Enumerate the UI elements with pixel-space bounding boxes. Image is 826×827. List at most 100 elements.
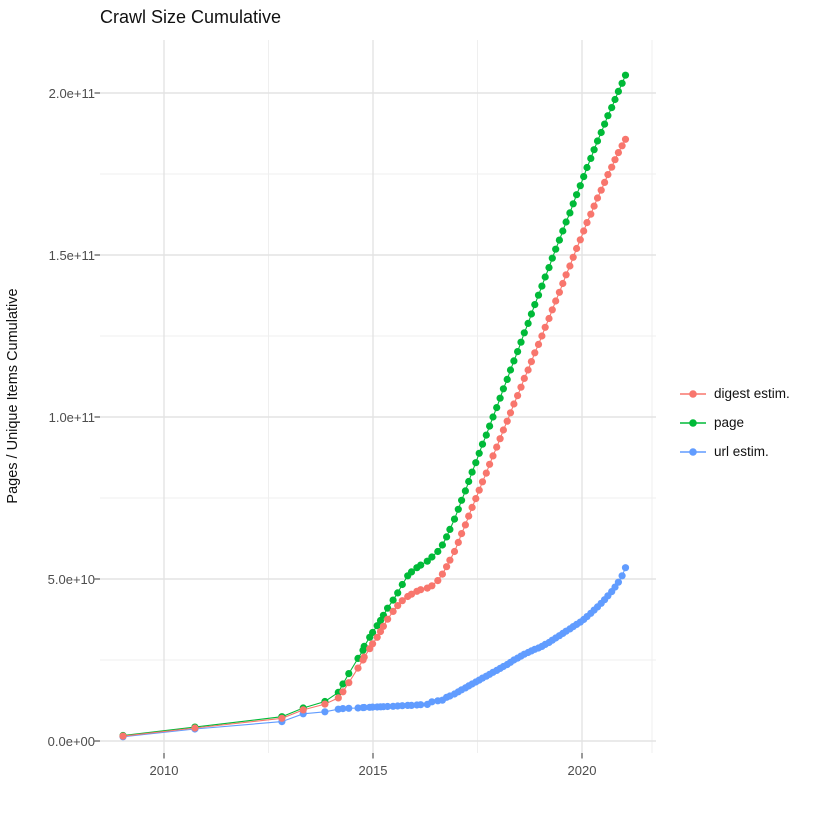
legend: digest estim. page url estim. <box>679 379 790 466</box>
data-point-digest-estim- <box>438 570 446 578</box>
data-point-page <box>461 487 469 495</box>
data-point-digest-estim- <box>541 323 549 331</box>
data-point-page <box>499 385 507 393</box>
data-point-digest-estim- <box>299 706 307 714</box>
data-point-digest-estim- <box>618 142 626 150</box>
data-point-digest-estim- <box>443 563 451 571</box>
data-point-page <box>552 245 560 253</box>
data-point-digest-estim- <box>593 194 602 202</box>
data-point-page <box>369 628 377 637</box>
data-point-digest-estim- <box>614 149 623 157</box>
data-point-page <box>458 496 466 504</box>
data-point-page <box>468 468 476 476</box>
data-point-url-estim- <box>321 708 329 716</box>
data-point-digest-estim- <box>119 732 127 740</box>
data-point-digest-estim- <box>510 400 518 408</box>
data-point-digest-estim- <box>486 460 494 468</box>
data-point-digest-estim- <box>454 538 462 547</box>
data-point-page <box>559 227 567 235</box>
data-point-page <box>434 547 442 556</box>
data-point-page <box>360 642 368 651</box>
data-point-digest-estim- <box>597 186 605 194</box>
data-point-digest-estim- <box>321 700 329 708</box>
data-point-page <box>573 191 581 199</box>
data-point-digest-estim- <box>601 178 609 186</box>
data-point-page <box>465 477 473 486</box>
data-point-page <box>562 218 570 226</box>
legend-key-dot <box>689 447 697 456</box>
data-point-page <box>428 553 436 561</box>
data-point-digest-estim- <box>583 219 591 227</box>
data-point-url-estim- <box>428 698 436 706</box>
data-point-page <box>475 449 483 457</box>
data-point-page <box>417 561 425 569</box>
data-point-digest-estim- <box>428 582 436 590</box>
data-point-digest-estim- <box>608 163 616 171</box>
y-tick-label: 5.0e+10 <box>47 572 95 587</box>
data-point-url-estim- <box>417 701 425 709</box>
data-point-page <box>398 580 406 589</box>
legend-key-icon <box>680 418 706 427</box>
data-point-page <box>443 533 451 541</box>
data-point-page <box>587 154 595 162</box>
data-point-url-estim- <box>618 572 626 580</box>
data-point-page <box>446 525 454 534</box>
data-point-digest-estim- <box>604 171 612 179</box>
data-point-url-estim- <box>407 701 416 710</box>
legend-item: digest estim. <box>679 379 790 408</box>
data-point-page <box>423 557 431 565</box>
data-point-page <box>531 301 539 309</box>
data-point-page <box>597 128 605 137</box>
data-point-page <box>527 310 536 318</box>
data-point-page <box>538 282 546 290</box>
data-point-digest-estim- <box>520 374 528 382</box>
data-point-page <box>339 680 347 688</box>
data-point-page <box>493 404 501 412</box>
data-point-page <box>450 515 459 523</box>
data-point-url-estim- <box>360 703 368 712</box>
data-point-page <box>486 422 494 430</box>
data-point-digest-estim- <box>590 202 598 210</box>
data-point-digest-estim- <box>489 452 497 460</box>
y-tick-label: 2.0e+11 <box>48 86 95 101</box>
data-point-page <box>373 622 381 630</box>
data-point-digest-estim- <box>446 556 454 564</box>
data-point-page <box>524 319 532 327</box>
data-point-digest-estim- <box>524 366 532 374</box>
data-point-page <box>569 200 577 208</box>
data-point-digest-estim- <box>531 349 539 357</box>
data-point-digest-estim- <box>559 279 567 288</box>
data-point-page <box>545 264 553 272</box>
data-point-page <box>555 236 564 244</box>
data-point-digest-estim- <box>394 602 402 610</box>
legend-key-dot <box>689 418 697 427</box>
data-point-digest-estim- <box>503 417 511 425</box>
data-point-digest-estim- <box>506 409 515 417</box>
data-point-page <box>438 541 446 549</box>
data-point-page <box>621 71 630 79</box>
chart-title: Crawl Size Cumulative <box>100 7 282 27</box>
data-point-page <box>580 173 588 181</box>
data-point-digest-estim- <box>499 426 507 434</box>
data-point-page <box>345 670 353 678</box>
data-point-digest-estim- <box>334 694 342 702</box>
y-tick-label: 0.0e+00 <box>47 734 95 749</box>
data-point-digest-estim- <box>191 724 199 732</box>
data-point-digest-estim- <box>562 271 570 279</box>
legend-item: page <box>679 408 790 437</box>
data-point-digest-estim- <box>389 607 397 616</box>
y-tick-label: 1.5e+11 <box>48 248 95 263</box>
data-point-page <box>496 394 504 402</box>
data-point-page <box>478 440 487 448</box>
data-point-digest-estim- <box>482 469 490 477</box>
data-point-digest-estim- <box>576 236 584 244</box>
data-point-digest-estim- <box>450 547 459 556</box>
data-point-page <box>614 87 623 95</box>
x-tick-label: 2010 <box>149 763 179 778</box>
data-point-page <box>520 329 528 337</box>
legend-label: url estim. <box>714 444 769 459</box>
legend-item: url estim. <box>679 437 790 466</box>
data-point-page <box>472 459 480 467</box>
series-line-url-estim- <box>122 567 627 738</box>
data-point-page <box>503 375 511 383</box>
